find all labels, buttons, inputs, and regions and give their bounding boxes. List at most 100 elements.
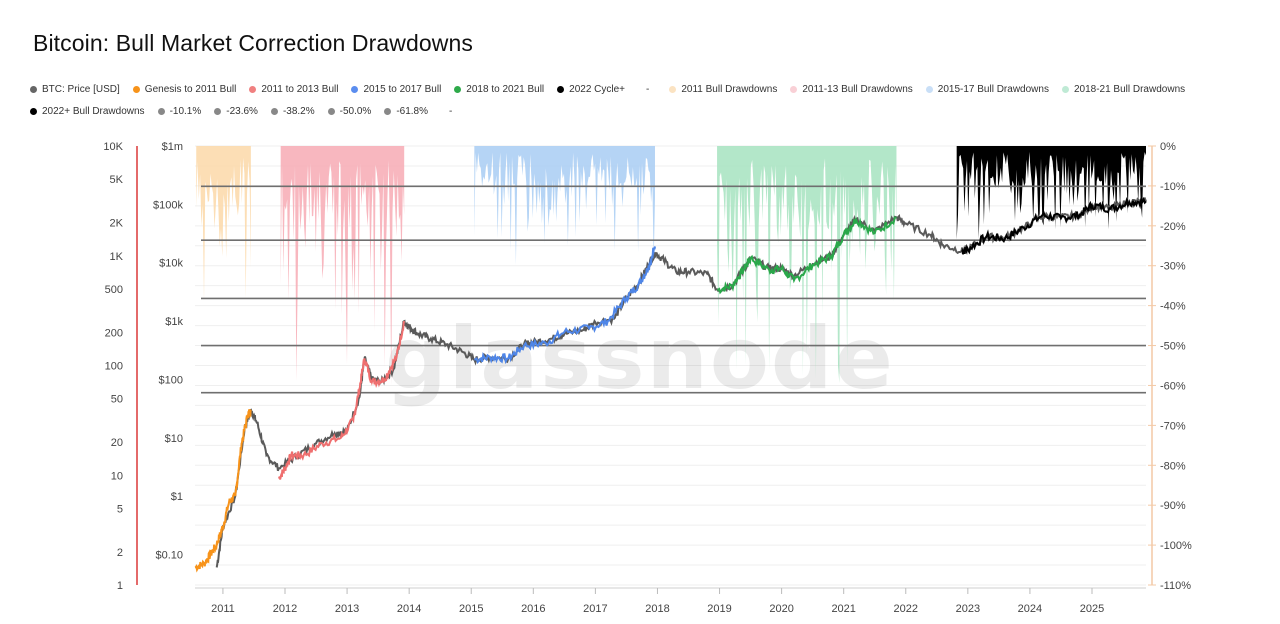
x-tick-label: 2013	[335, 603, 359, 615]
cycle-line-1	[277, 320, 406, 480]
price-y-tick-label: $0.10	[155, 549, 183, 561]
drawdown-spikes	[474, 146, 655, 265]
drawdown-spikes	[956, 146, 1146, 240]
price-y-tick-label: $1m	[162, 141, 183, 153]
drawdown-area-0	[196, 146, 251, 301]
cycle-line-4	[961, 196, 1147, 255]
legend-label: -61.8%	[396, 105, 428, 117]
x-tick-label: 2011	[211, 603, 235, 615]
legend-label: -10.1%	[169, 105, 202, 117]
legend-label: 2018 to 2021 Bull	[466, 83, 545, 95]
x-tick-label: 2021	[831, 603, 855, 615]
legend-label: Genesis to 2011 Bull	[144, 83, 237, 95]
legend-label: 2011 to 2013 Bull	[261, 83, 339, 95]
outer-y-tick-label: 5	[117, 503, 123, 515]
drawdown-area-4	[956, 146, 1146, 240]
legend-label: 2018-21 Bull Drawdowns	[1073, 83, 1186, 95]
legend-dot-icon	[351, 85, 359, 93]
outer-y-tick-label: 10K	[103, 141, 123, 153]
x-tick-label: 2018	[645, 603, 669, 615]
legend-item-r1b-3[interactable]: 2018-21 Bull Drawdowns	[1061, 83, 1186, 95]
drawdown-spikes	[280, 146, 405, 386]
legend-item-r1-4[interactable]: 2018 to 2021 Bull	[454, 84, 544, 95]
drawdown-y-tick-label: 0%	[1160, 141, 1176, 153]
x-tick-label: 2016	[521, 603, 545, 615]
legend-label: -38.2%	[282, 105, 315, 117]
legend-label: 2022 Cycle+	[569, 83, 626, 95]
legend-dot-icon	[270, 107, 278, 115]
drawdown-y-tick-label: -10%	[1160, 181, 1186, 193]
legend-item-r1b-1[interactable]: 2011-13 Bull Drawdowns	[790, 83, 913, 95]
legend-item-r2-4[interactable]: -50.0%	[327, 105, 372, 117]
legend-dot-icon	[669, 85, 677, 93]
outer-y-tick-label: 100	[105, 361, 123, 373]
legend-dot-icon	[790, 85, 798, 93]
legend-item-r2-5[interactable]: -61.8%	[384, 106, 428, 117]
price-y-tick-label: $10	[165, 433, 183, 445]
outer-y-tick-label: 50	[111, 394, 123, 406]
legend-label: 2015-17 Bull Drawdowns	[937, 83, 1049, 95]
legend-item-r1-0[interactable]: BTC: Price [USD]	[30, 84, 120, 95]
legend-dot-icon	[30, 85, 37, 93]
legend-item-r1-1[interactable]: Genesis to 2011 Bull	[132, 83, 237, 95]
drawdown-spikes	[196, 146, 251, 301]
drawdown-area-2	[474, 146, 655, 265]
legend-dot-icon	[384, 107, 392, 115]
legend-label: 2015 to 2017 Bull	[363, 83, 442, 95]
legend-item-r1b-0[interactable]: 2011 Bull Drawdowns	[669, 84, 777, 95]
outer-y-tick-label: 500	[105, 284, 123, 296]
x-tick-label: 2023	[956, 603, 980, 615]
x-tick-label: 2019	[707, 603, 731, 615]
x-tick-label: 2012	[273, 603, 297, 615]
legend-item-r1-5[interactable]: 2022 Cycle+	[557, 84, 625, 95]
outer-y-tick-label: 1	[117, 580, 123, 592]
drawdown-y-tick-label: -110%	[1160, 580, 1191, 592]
legend-item-r1-3[interactable]: 2015 to 2017 Bull	[351, 84, 441, 95]
legend-dot-icon	[30, 107, 37, 115]
legend-label: 2011 Bull Drawdowns	[681, 83, 778, 95]
legend-item-r2-3[interactable]: -38.2%	[270, 105, 315, 117]
legend-label: BTC: Price [USD]	[42, 83, 120, 95]
drawdown-y-tick-label: -20%	[1160, 221, 1186, 233]
outer-y-tick-label: 20	[111, 437, 123, 449]
cycle-line-3	[716, 215, 897, 295]
legend-label: 2022+ Bull Drawdowns	[42, 105, 145, 117]
drawdown-area-3	[717, 146, 897, 384]
legend-dot-icon	[214, 107, 222, 115]
legend-label: -50.0%	[339, 105, 372, 117]
legend-item-r1-2[interactable]: 2011 to 2013 Bull	[249, 84, 338, 95]
x-tick-label: 2025	[1080, 603, 1104, 615]
legend-dot-icon	[249, 85, 257, 93]
legend-item-r2-1[interactable]: -10.1%	[157, 105, 202, 117]
drawdown-spikes	[717, 146, 897, 384]
x-tick-label: 2020	[769, 603, 793, 615]
legend-row-2: 2022+ Bull Drawdowns -10.1% -23.6% -38.2% -5…	[30, 100, 1260, 122]
legend-dot-icon	[1061, 85, 1069, 93]
x-tick-label: 2017	[583, 603, 607, 615]
legend-dot-icon	[132, 85, 140, 93]
legend-dot-icon	[454, 85, 462, 93]
outer-y-tick-label: 2K	[110, 218, 124, 230]
legend-row-1: BTC: Price [USD] Genesis to 2011 Bull 2011…	[30, 78, 1260, 100]
price-y-tick-label: $1	[171, 491, 183, 503]
legend-separator: -	[449, 105, 453, 117]
drawdown-y-tick-label: -40%	[1160, 301, 1186, 313]
legend-label: 2011-13 Bull Drawdowns	[802, 83, 913, 95]
legend-dot-icon	[157, 107, 165, 115]
cycle-line-0	[194, 408, 252, 573]
legend-item-r1b-2[interactable]: 2015-17 Bull Drawdowns	[925, 83, 1049, 95]
watermark-text: glassnode	[385, 309, 895, 409]
chart-title: Bitcoin: Bull Market Correction Drawdown…	[33, 30, 473, 56]
outer-y-tick-label: 1K	[110, 251, 124, 263]
legend-item-r2-2[interactable]: -23.6%	[214, 106, 258, 117]
legend-separator: -	[646, 83, 650, 95]
cycle-line-2	[474, 246, 656, 365]
legend-dot-icon	[557, 85, 565, 93]
outer-y-tick-label: 200	[105, 327, 123, 339]
price-y-tick-label: $100	[159, 374, 183, 386]
x-tick-label: 2022	[894, 603, 918, 615]
legend-item-r2-0[interactable]: 2022+ Bull Drawdowns	[30, 106, 145, 117]
legend-label: -23.6%	[226, 105, 258, 117]
price-y-tick-label: $100k	[153, 199, 183, 211]
